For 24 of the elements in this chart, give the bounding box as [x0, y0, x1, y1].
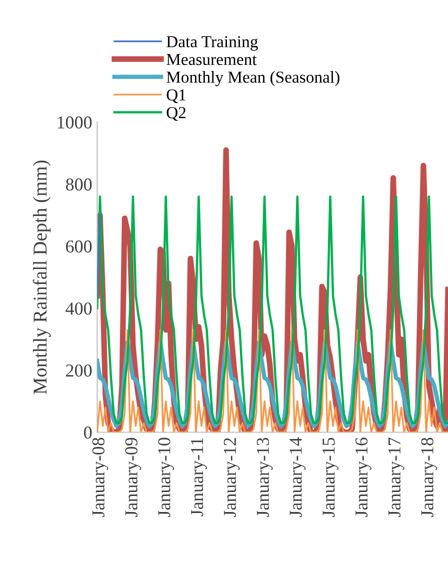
line-series	[97, 195, 448, 424]
x-tick-label: January-08	[92, 438, 108, 517]
x-tick-label: January-11	[191, 438, 207, 516]
x-tick-label: January-14	[290, 437, 306, 517]
x-tick-label: January-17	[388, 438, 404, 517]
legend-label: Data Training	[166, 36, 258, 51]
y-tick-label: 200	[66, 364, 92, 377]
legend-label: Measurement	[166, 54, 257, 66]
x-tick-label: January-18	[421, 438, 438, 517]
x-tick-label: January-13	[256, 438, 273, 517]
y-tick-label: 400	[66, 302, 92, 315]
x-tick-label: January-12	[224, 438, 240, 517]
x-tick-label: January-09	[125, 438, 142, 517]
legend-label: Q1	[166, 89, 186, 104]
y-tick-label: 1000	[58, 116, 92, 129]
legend-label: Monthly Mean (Seasonal)	[166, 71, 340, 86]
y-axis-title: Monthly Rainfall Depth (mm)	[32, 160, 51, 394]
y-tick-label: 800	[66, 178, 92, 191]
y-tick-label: 600	[66, 240, 92, 253]
x-tick-label: January-16	[355, 438, 372, 517]
x-tick-label: January-15	[322, 438, 338, 517]
y-tick-label: 0	[84, 426, 92, 439]
x-tick-label: January-10	[158, 438, 174, 517]
legend-label: Q2	[166, 107, 186, 121]
